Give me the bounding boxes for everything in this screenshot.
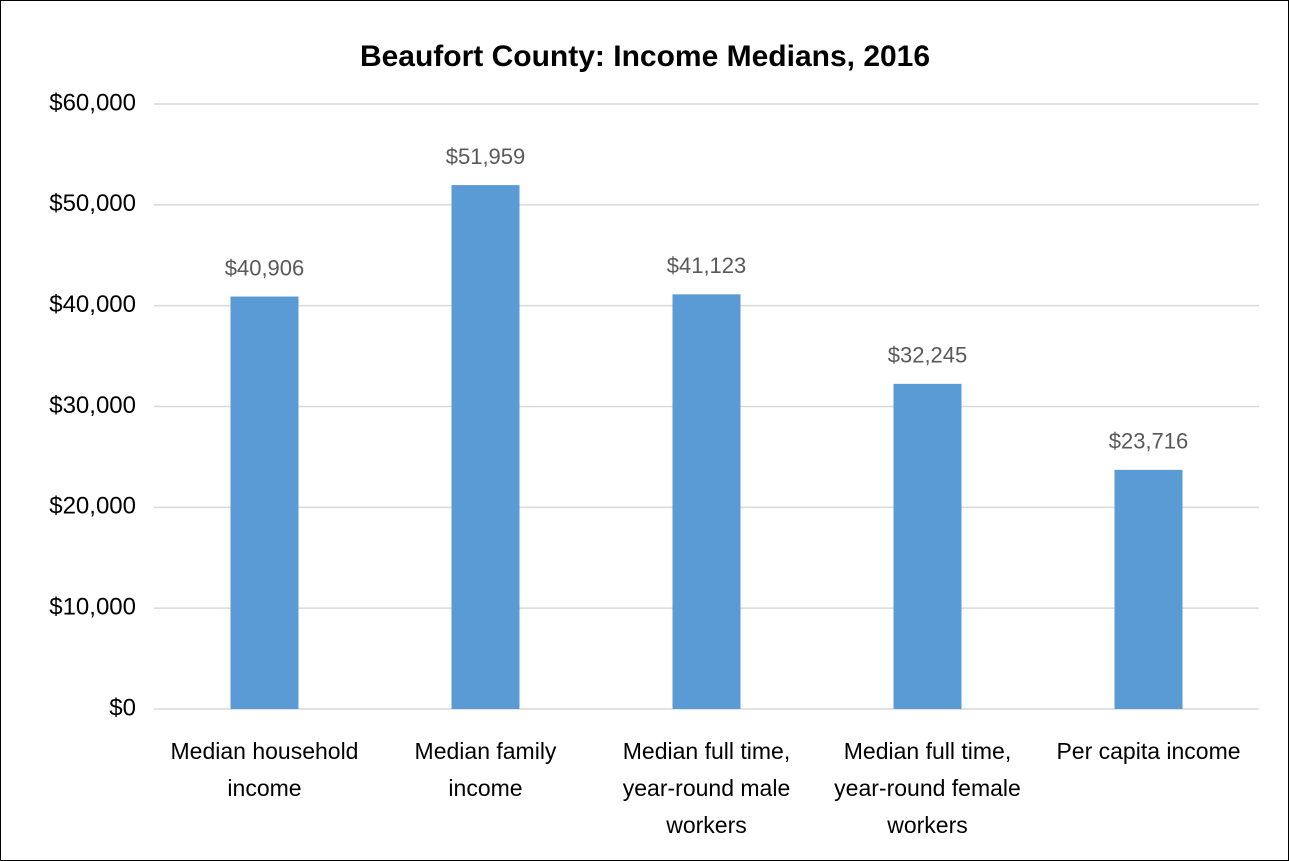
y-tick-label: $0 [109,694,136,721]
bar [230,296,299,709]
bar [893,383,962,709]
chart-title: Beaufort County: Income Medians, 2016 [360,40,930,73]
bar [1114,469,1183,709]
y-tick-label: $40,000 [49,291,136,318]
x-tick-label: Median family income [414,738,557,801]
bar [451,185,520,709]
data-label: $41,123 [667,253,747,278]
y-tick-label: $50,000 [49,190,136,217]
x-tick-label: Median full time, year-round female work… [834,738,1021,838]
data-label: $23,716 [1109,429,1189,454]
y-tick-label: $10,000 [49,594,136,621]
x-tick-label: Median full time, year-round male worker… [622,738,791,838]
data-label: $32,245 [888,343,968,368]
y-tick-label: $60,000 [49,89,136,116]
data-label: $40,906 [225,255,305,280]
x-tick-label: Per capita income [1056,738,1241,764]
data-label: $51,959 [446,144,526,169]
bar [672,294,741,709]
y-tick-label: $20,000 [49,493,136,520]
x-tick-label: Median household income [170,738,359,801]
y-tick-label: $30,000 [49,392,136,419]
